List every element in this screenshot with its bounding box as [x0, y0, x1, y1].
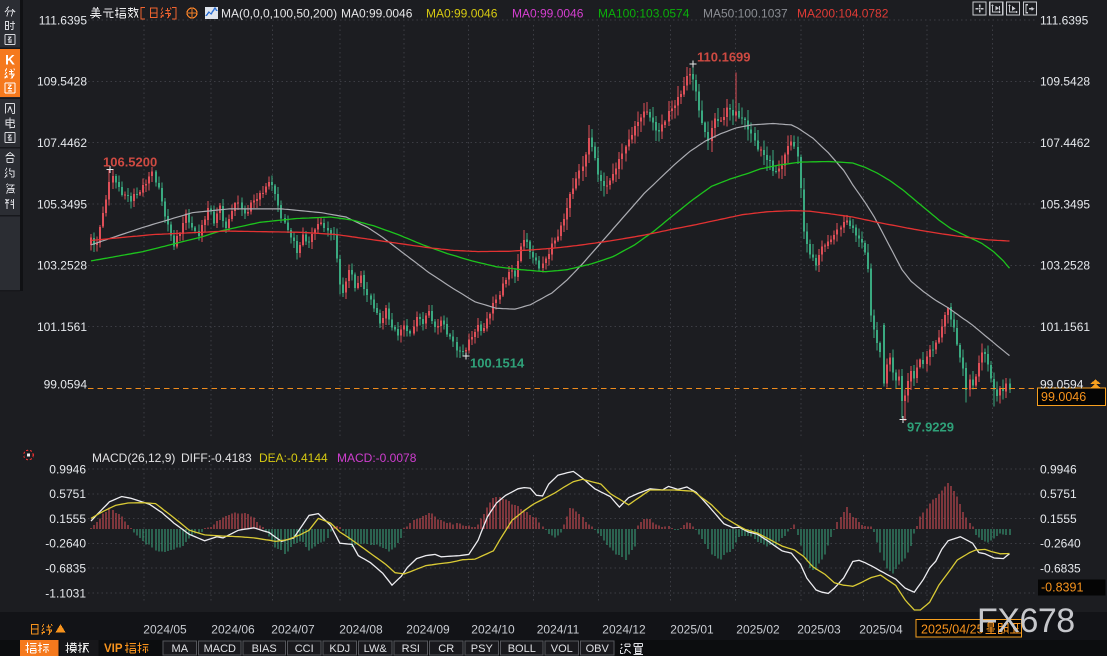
svg-text:2025/01: 2025/01 [670, 622, 714, 636]
svg-text:-1.1031: -1.1031 [45, 586, 86, 600]
svg-text:DIFF:-0.4183: DIFF:-0.4183 [181, 451, 252, 465]
svg-text:MA0:99.0046: MA0:99.0046 [512, 6, 584, 20]
svg-text:2025/03: 2025/03 [797, 622, 841, 636]
svg-text:103.2528: 103.2528 [1040, 259, 1090, 273]
svg-text:MA0:99.0046: MA0:99.0046 [341, 6, 413, 20]
svg-text:107.4462: 107.4462 [1040, 136, 1090, 150]
svg-text:FX678: FX678 [977, 602, 1075, 640]
svg-text:LW&: LW& [364, 643, 388, 655]
svg-text:MA100:103.0574: MA100:103.0574 [598, 6, 690, 20]
svg-text:99.0594: 99.0594 [44, 377, 88, 391]
svg-text:MA0:99.0046: MA0:99.0046 [426, 6, 498, 20]
svg-text:OBV: OBV [586, 643, 610, 655]
svg-text:105.3495: 105.3495 [37, 197, 87, 211]
svg-text:-0.2640: -0.2640 [45, 537, 86, 551]
svg-text:2024/07: 2024/07 [271, 622, 315, 636]
svg-text:2025/04: 2025/04 [859, 622, 903, 636]
svg-text:-0.6835: -0.6835 [1040, 562, 1081, 576]
svg-text:0.9946: 0.9946 [1040, 462, 1077, 476]
svg-text:101.1561: 101.1561 [1040, 320, 1090, 334]
svg-text:BIAS: BIAS [252, 643, 277, 655]
svg-text:107.4462: 107.4462 [37, 136, 87, 150]
svg-text:MACD: MACD [204, 643, 236, 655]
svg-text:2025/04/25: 2025/04/25 [921, 622, 984, 636]
svg-text:97.9229: 97.9229 [907, 420, 954, 435]
svg-text:2025/02: 2025/02 [736, 622, 780, 636]
svg-text:RSI: RSI [402, 643, 420, 655]
svg-text:PSY: PSY [471, 643, 494, 655]
svg-text:99.0046: 99.0046 [1041, 390, 1086, 404]
svg-text:-0.2640: -0.2640 [1040, 537, 1081, 551]
svg-text:109.5428: 109.5428 [1040, 75, 1090, 89]
svg-text:-0.6835: -0.6835 [45, 562, 86, 576]
svg-text:99.0594: 99.0594 [1040, 377, 1084, 391]
svg-text:BOLL: BOLL [508, 643, 536, 655]
svg-text:MA200:104.0782: MA200:104.0782 [797, 6, 889, 20]
svg-text:DEA:-0.4144: DEA:-0.4144 [259, 451, 328, 465]
svg-text:VOL: VOL [551, 643, 573, 655]
svg-text:101.1561: 101.1561 [37, 320, 87, 334]
svg-text:111.6395: 111.6395 [39, 13, 88, 27]
svg-text:MACD(26,12,9): MACD(26,12,9) [92, 451, 175, 465]
svg-text:0.1555: 0.1555 [1040, 512, 1077, 526]
svg-text:103.2528: 103.2528 [37, 259, 87, 273]
svg-text:0.5751: 0.5751 [49, 487, 86, 501]
svg-text:2024/06: 2024/06 [211, 622, 255, 636]
svg-text:111.6395: 111.6395 [1040, 13, 1089, 27]
svg-text:KDJ: KDJ [329, 643, 350, 655]
svg-text:VIP: VIP [104, 643, 123, 655]
svg-text:0.5751: 0.5751 [1040, 487, 1077, 501]
svg-text:MA: MA [172, 643, 189, 655]
svg-text:2024/11: 2024/11 [537, 622, 580, 636]
svg-text:2024/10: 2024/10 [471, 622, 515, 636]
svg-text:-0.8391: -0.8391 [1041, 581, 1083, 595]
svg-text:2024/12: 2024/12 [602, 622, 646, 636]
svg-text:K: K [5, 53, 15, 68]
svg-text:0.1555: 0.1555 [49, 512, 86, 526]
svg-text:0.9946: 0.9946 [49, 462, 86, 476]
svg-text:109.5428: 109.5428 [37, 75, 87, 89]
svg-text:2024/09: 2024/09 [406, 622, 450, 636]
svg-text:CR: CR [438, 643, 454, 655]
svg-text:105.3495: 105.3495 [1040, 197, 1090, 211]
svg-text:2024/08: 2024/08 [339, 622, 383, 636]
svg-text:2024/05: 2024/05 [143, 622, 187, 636]
svg-text:110.1699: 110.1699 [697, 50, 751, 65]
svg-text:CCI: CCI [295, 643, 314, 655]
svg-text:100.1514: 100.1514 [470, 356, 525, 371]
svg-text:106.5200: 106.5200 [103, 155, 157, 170]
svg-text:MACD:-0.0078: MACD:-0.0078 [337, 451, 417, 465]
svg-text:MA50:100.1037: MA50:100.1037 [703, 6, 788, 20]
svg-text:MA(0,0,0,100,50,200): MA(0,0,0,100,50,200) [221, 6, 337, 20]
